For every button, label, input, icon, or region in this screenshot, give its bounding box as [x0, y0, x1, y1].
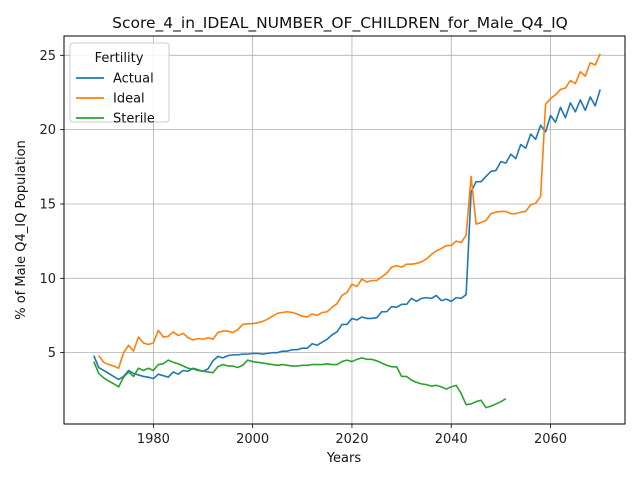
- legend-box: [69, 42, 170, 123]
- y-tick-label: 10: [39, 272, 56, 287]
- x-axis-label: Years: [326, 451, 362, 466]
- legend-title: Fertility: [95, 51, 144, 66]
- y-tick-label: 20: [39, 123, 56, 138]
- x-axis: 1980 2000 2020 2040 2060: [137, 424, 567, 447]
- x-tick-label: 2020: [335, 432, 368, 447]
- x-tick-label: 2000: [236, 432, 269, 447]
- x-tick-label: 2040: [435, 432, 468, 447]
- series-line-actual: [93, 89, 601, 381]
- y-axis: 5 10 15 20 25: [39, 49, 64, 361]
- y-tick-label: 25: [39, 49, 56, 64]
- legend: Fertility Actual Ideal Sterile: [69, 42, 170, 127]
- y-axis-label: % of Male Q4_IQ Population: [14, 140, 29, 320]
- series-lines: [93, 53, 601, 409]
- y-tick-label: 5: [48, 346, 56, 361]
- plot-frame: [63, 35, 626, 425]
- chart-title: Score_4_in_IDEAL_NUMBER_OF_CHILDREN_for_…: [112, 14, 568, 33]
- legend-label-ideal: Ideal: [113, 92, 145, 107]
- series-line-ideal: [98, 53, 601, 370]
- x-tick-label: 2060: [534, 432, 567, 447]
- grid: [64, 36, 625, 424]
- x-tick-label: 1980: [137, 432, 170, 447]
- y-tick-label: 15: [39, 197, 56, 212]
- legend-label-actual: Actual: [113, 72, 154, 87]
- series-line-sterile: [93, 357, 507, 409]
- legend-label-sterile: Sterile: [113, 112, 155, 127]
